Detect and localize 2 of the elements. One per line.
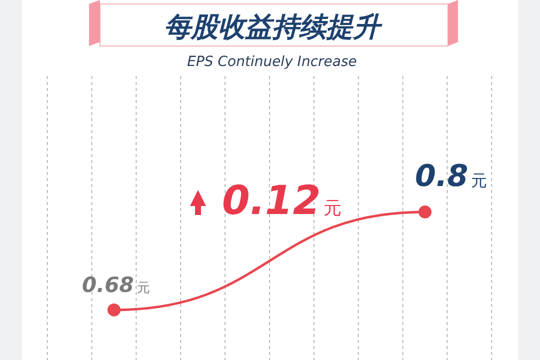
subtitle: EPS Continuely Increase <box>187 54 357 70</box>
title: 每股收益持续提升 <box>164 12 380 43</box>
